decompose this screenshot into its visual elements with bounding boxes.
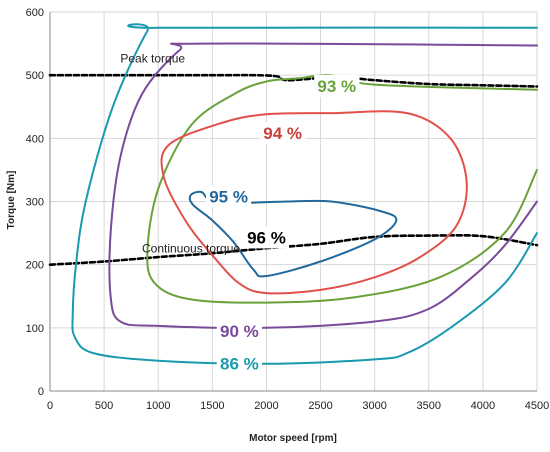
- x-tick-label: 4000: [471, 400, 495, 412]
- x-tick-label: 2500: [308, 400, 332, 412]
- contour-label-bg: [216, 319, 262, 342]
- y-tick-label: 0: [38, 386, 44, 398]
- contour-95: [188, 190, 398, 278]
- contour-86: [71, 23, 538, 365]
- curve-label: Peak torque: [120, 51, 185, 65]
- x-tick-label: 1500: [200, 400, 224, 412]
- contour-label: 86 %: [220, 355, 259, 374]
- x-tick-label: 1000: [146, 400, 170, 412]
- x-tick-label: 0: [47, 400, 53, 412]
- y-tick-label: 400: [26, 133, 44, 145]
- x-axis-title: Motor speed [rpm]: [249, 433, 337, 444]
- x-tick-label: 500: [95, 400, 113, 412]
- contour-label: 93 %: [317, 77, 356, 96]
- contour-label-bg: [205, 185, 252, 208]
- y-axis-title: Torque [Nm]: [6, 171, 17, 230]
- y-tick-label: 600: [26, 7, 44, 19]
- contour-label: 95 %: [209, 187, 248, 206]
- contour-label-bg: [314, 74, 360, 97]
- y-tick-label: 200: [26, 260, 44, 272]
- x-tick-label: 3500: [417, 400, 441, 412]
- y-tick-label: 500: [26, 70, 44, 82]
- curve-label: Continuous torque: [142, 242, 240, 256]
- x-tick-label: 4500: [525, 400, 549, 412]
- y-tick-label: 300: [26, 197, 44, 209]
- contour-label-bg: [243, 226, 290, 249]
- contour-label: 94 %: [263, 124, 302, 143]
- x-tick-label: 2000: [254, 400, 278, 412]
- label-layer: Peak torque Continuous torque 96 % 95 % 94 %…: [120, 51, 360, 375]
- contour-label: 96 %: [247, 228, 286, 247]
- contour-label-bg: [216, 352, 262, 375]
- curve-continuous-torque: [48, 234, 539, 266]
- contour-label: 90 %: [220, 322, 259, 341]
- contour-90: [108, 42, 538, 330]
- y-tick-label: 100: [26, 323, 44, 335]
- contour-label-bg: [260, 122, 306, 145]
- contour-94: [160, 110, 468, 295]
- x-tick-label: 3000: [362, 400, 386, 412]
